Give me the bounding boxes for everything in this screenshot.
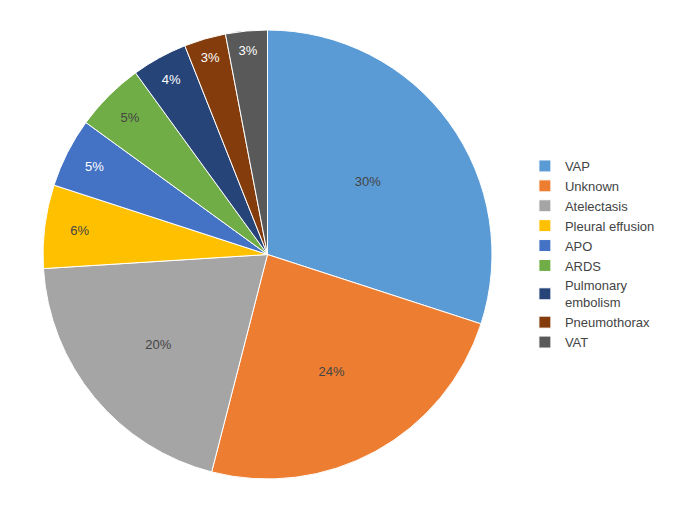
svg-text:VAP: VAP <box>565 159 590 174</box>
svg-text:4%: 4% <box>162 72 181 87</box>
svg-text:APO: APO <box>565 239 592 254</box>
svg-text:3%: 3% <box>239 43 258 58</box>
svg-text:30%: 30% <box>355 174 381 189</box>
svg-text:5%: 5% <box>121 110 140 125</box>
svg-text:ARDS: ARDS <box>565 259 601 274</box>
svg-text:Pneumothorax: Pneumothorax <box>565 315 650 330</box>
svg-text:6%: 6% <box>70 223 89 238</box>
svg-text:Pulmonaryembolism: Pulmonaryembolism <box>565 278 628 310</box>
svg-text:20%: 20% <box>145 337 171 352</box>
svg-text:24%: 24% <box>318 364 344 379</box>
svg-text:5%: 5% <box>85 159 104 174</box>
svg-text:Unknown: Unknown <box>565 179 619 194</box>
svg-text:VAT: VAT <box>565 335 588 350</box>
svg-text:3%: 3% <box>201 50 220 65</box>
svg-text:Pleural effusion: Pleural effusion <box>565 219 654 234</box>
svg-text:Atelectasis: Atelectasis <box>565 199 628 214</box>
